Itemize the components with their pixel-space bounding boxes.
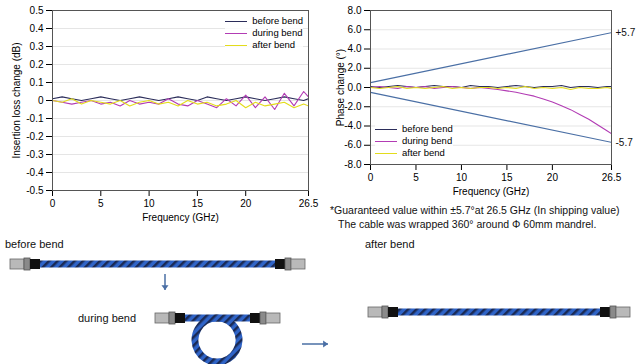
html-text:during bend: during bend: [402, 135, 453, 146]
svg-text:15: 15: [501, 172, 513, 183]
svg-text:-5.7: -5.7: [616, 137, 634, 148]
svg-text:20: 20: [240, 198, 252, 209]
html-text:*Guaranteed value within ±5.7°: *Guaranteed value within ±5.7°at 26.5 GH…: [330, 204, 620, 216]
svg-text:0.0: 0.0: [348, 82, 362, 93]
svg-text:before bend: before bend: [5, 238, 64, 250]
svg-text:0: 0: [38, 95, 44, 106]
svg-text:0: 0: [368, 172, 374, 183]
svg-text:-6.0: -6.0: [344, 139, 362, 150]
svg-text:-0.4: -0.4: [26, 167, 44, 178]
svg-text:10: 10: [456, 172, 468, 183]
html-text:during bend: during bend: [252, 27, 303, 38]
svg-text:26.5: 26.5: [299, 198, 319, 209]
svg-text:Insertion loss change (dB): Insertion loss change (dB): [11, 42, 22, 158]
html-text:before bend: before bend: [402, 123, 453, 134]
svg-text:-0.1: -0.1: [26, 113, 44, 124]
html-text:after bend: after bend: [402, 147, 445, 158]
svg-text:8.0: 8.0: [348, 5, 362, 16]
svg-text:-0.2: -0.2: [26, 131, 44, 142]
svg-text:20: 20: [547, 172, 559, 183]
svg-text:after bend: after bend: [365, 238, 415, 250]
svg-text:10: 10: [144, 198, 156, 209]
svg-text:0.2: 0.2: [30, 59, 44, 70]
svg-text:15: 15: [192, 198, 204, 209]
svg-text:26.5: 26.5: [602, 172, 622, 183]
svg-text:4.0: 4.0: [348, 43, 362, 54]
svg-text:during bend: during bend: [78, 312, 136, 324]
svg-text:Phase change (°): Phase change (°): [335, 49, 346, 126]
html-text:before bend: before bend: [252, 15, 303, 26]
svg-text:-0.5: -0.5: [26, 185, 44, 196]
svg-text:-0.3: -0.3: [26, 149, 44, 160]
svg-text:0.4: 0.4: [30, 23, 44, 34]
svg-text:-4.0: -4.0: [344, 120, 362, 131]
svg-text:5: 5: [413, 172, 419, 183]
svg-text:5: 5: [98, 198, 104, 209]
svg-text:6.0: 6.0: [348, 24, 362, 35]
svg-text:2.0: 2.0: [348, 62, 362, 73]
svg-text:+5.7: +5.7: [616, 27, 636, 38]
svg-text:0: 0: [50, 198, 56, 209]
svg-text:0.1: 0.1: [30, 77, 44, 88]
svg-text:Frequency (GHz): Frequency (GHz): [453, 186, 530, 197]
svg-text:Frequency (GHz): Frequency (GHz): [142, 212, 219, 223]
html-text:The cable was wrapped 360° aro: The cable was wrapped 360° around Φ 60mm…: [338, 218, 597, 230]
svg-text:-2.0: -2.0: [344, 101, 362, 112]
svg-text:0.3: 0.3: [30, 41, 44, 52]
html-text:after bend: after bend: [252, 39, 296, 50]
svg-text:0.5: 0.5: [30, 5, 44, 16]
svg-text:-8.0: -8.0: [344, 159, 362, 170]
